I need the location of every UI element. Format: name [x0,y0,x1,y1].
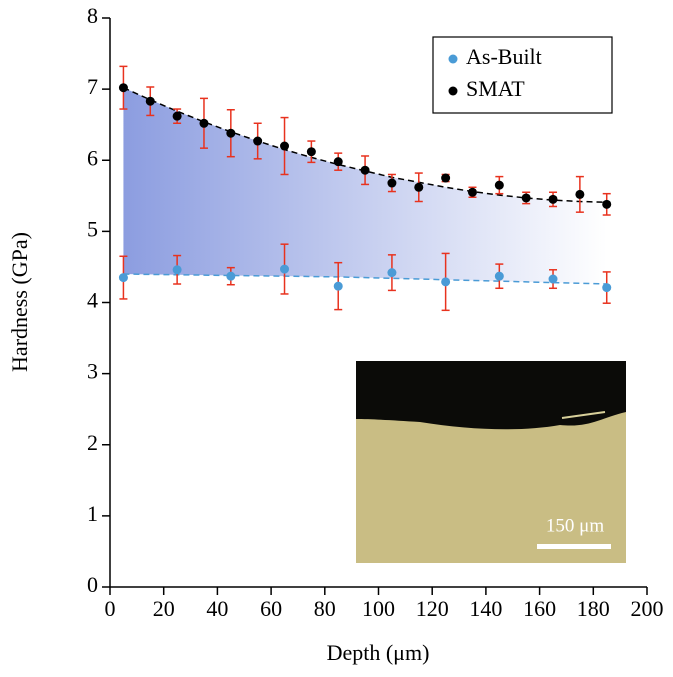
data-point [226,128,236,138]
x-tick-label: 60 [260,596,282,621]
data-point [333,281,343,291]
data-point [602,199,612,209]
data-point [548,274,558,284]
y-tick-label: 6 [87,145,98,170]
y-tick-label: 3 [87,359,98,384]
legend-box [432,36,613,114]
x-tick-label: 40 [206,596,228,621]
data-point [226,271,236,281]
inset-scale-label: 150 μm [546,515,604,536]
legend-label: As-Built [466,44,542,69]
data-point [548,194,558,204]
data-point [575,189,585,199]
y-axis-label: Hardness (GPa) [7,232,32,372]
y-tick-label: 7 [87,74,98,99]
x-tick-label: 200 [631,596,664,621]
data-point [387,268,397,278]
x-tick-label: 20 [153,596,175,621]
y-tick-label: 2 [87,430,98,455]
x-axis-label: Depth (μm) [327,640,430,665]
shaded-band [123,87,607,285]
x-tick-label: 120 [416,596,449,621]
legend-marker [448,54,458,64]
data-point [360,165,370,175]
data-point [467,187,477,197]
x-tick-label: 100 [362,596,395,621]
data-point [118,273,128,283]
data-point [387,178,397,188]
data-point [414,182,424,192]
legend-marker [448,86,458,96]
data-point [253,136,263,146]
data-point [521,193,531,203]
data-point [494,180,504,190]
data-point [441,277,451,287]
data-point [118,83,128,93]
x-tick-label: 160 [523,596,556,621]
inset-photo: 150 μm [356,361,626,563]
trend-line [123,273,607,285]
data-point [280,264,290,274]
y-tick-label: 1 [87,501,98,526]
x-tick-label: 180 [577,596,610,621]
y-tick-label: 0 [87,572,98,597]
legend-label: SMAT [466,76,525,101]
x-tick-label: 140 [469,596,502,621]
x-tick-label: 0 [105,596,116,621]
y-tick-label: 4 [87,288,98,313]
data-point [441,173,451,183]
data-point [145,96,155,106]
x-tick-label: 80 [314,596,336,621]
data-point [172,111,182,121]
data-point [602,283,612,293]
y-tick-label: 5 [87,216,98,241]
data-point [199,118,209,128]
data-point [306,147,316,157]
data-point [172,265,182,275]
data-point [333,157,343,167]
y-tick-label: 8 [87,3,98,28]
data-point [494,271,504,281]
data-point [280,141,290,151]
